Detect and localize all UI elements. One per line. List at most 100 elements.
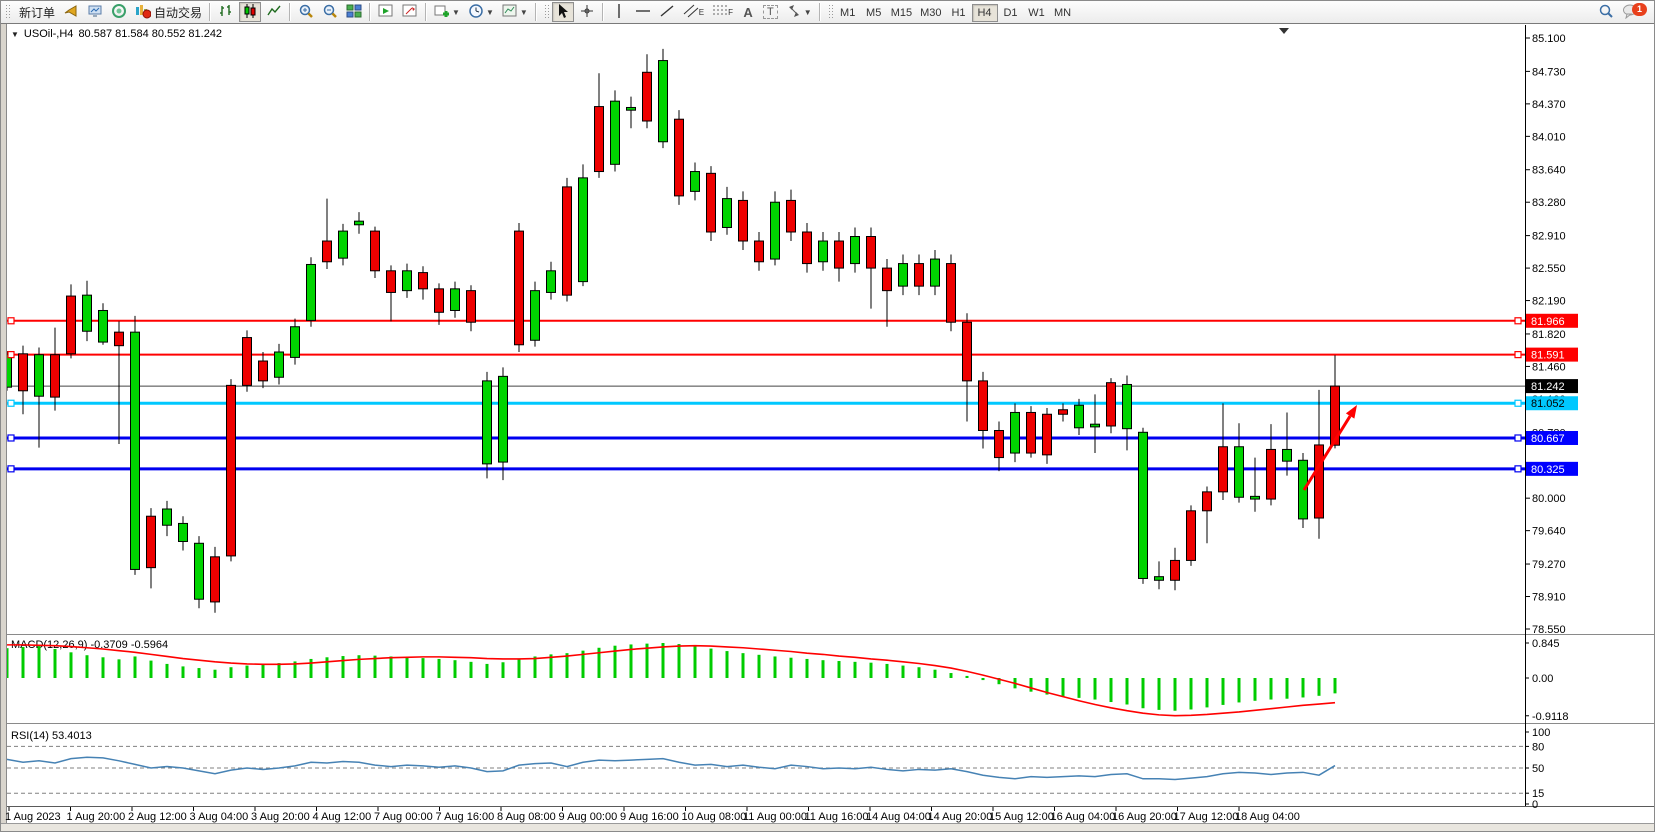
left-window-edge — [1, 24, 6, 823]
x-axis-label: 18 Aug 04:00 — [1235, 811, 1300, 823]
candle-body — [530, 290, 540, 341]
horizontal-line-tool-button[interactable] — [632, 2, 654, 22]
template-button[interactable]: ▼ — [499, 2, 531, 22]
notifications-button[interactable]: 1 — [1619, 2, 1647, 22]
rsi-axis-label: 80 — [1532, 741, 1544, 753]
trendline-tool-button[interactable] — [656, 2, 678, 22]
trendline-icon — [659, 3, 675, 22]
chart-shift-marker[interactable] — [1279, 28, 1289, 34]
navigator-button[interactable] — [108, 2, 130, 22]
line-handle-marker[interactable] — [1514, 434, 1522, 442]
candle-body — [66, 295, 76, 355]
bar-chart-mode-button[interactable] — [215, 2, 237, 22]
cursor-tool-button[interactable] — [551, 2, 574, 22]
add-indicator-button[interactable]: ▼ — [431, 2, 463, 22]
candle-body — [210, 556, 220, 603]
auto-trading-button[interactable]: 自动交易 — [132, 2, 205, 22]
timeframe-M1[interactable]: M1 — [835, 4, 861, 22]
ohlc-high: 81.584 — [115, 28, 149, 40]
line-chart-icon — [266, 3, 282, 22]
fibonacci-tool-button[interactable]: F — [709, 2, 736, 22]
candlestick-mode-button[interactable] — [239, 2, 262, 22]
line-handle-marker[interactable] — [7, 434, 15, 442]
timeframe-H1[interactable]: H1 — [946, 4, 972, 22]
y-axis-label: 80.000 — [1532, 493, 1566, 505]
x-axis-label: 9 Aug 16:00 — [620, 811, 679, 823]
toolbar-drag-handle[interactable] — [5, 4, 10, 20]
candle-body — [418, 272, 428, 290]
candle-body — [1218, 446, 1228, 493]
trend-arrow[interactable] — [1302, 415, 1352, 491]
crosshair-tool-button[interactable] — [576, 2, 598, 22]
one-click-trading-arrow-icon[interactable]: ▼ — [11, 29, 19, 39]
candle-body — [1202, 491, 1212, 512]
candle-body — [338, 230, 348, 259]
toolbar-drag-handle[interactable] — [543, 4, 549, 20]
candle-body — [722, 198, 732, 228]
line-handle-marker[interactable] — [1514, 399, 1522, 407]
line-handle-marker[interactable] — [1514, 351, 1522, 359]
chart-title: ▼ USOil-,H4 80.587 81.584 80.552 81.242 — [11, 28, 222, 40]
timeframe-M5[interactable]: M5 — [861, 4, 887, 22]
price-badge — [1526, 379, 1578, 394]
line-handle-marker[interactable] — [7, 317, 15, 325]
rsi-header: RSI(14) 53.4013 — [11, 730, 92, 742]
trend-arrow-head — [1345, 405, 1357, 419]
text-label-tool-button[interactable]: T — [760, 2, 781, 22]
timeframe-D1[interactable]: D1 — [998, 4, 1024, 22]
y-axis-label: 84.730 — [1532, 66, 1566, 78]
profile-window-button[interactable] — [399, 2, 421, 22]
line-chart-mode-button[interactable] — [263, 2, 285, 22]
price-badge-label: 81.242 — [1531, 381, 1565, 393]
new-order-label: 新订单 — [19, 5, 56, 20]
candle-body — [994, 429, 1004, 459]
price-badge-label: 81.052 — [1531, 398, 1565, 410]
timeframe-M15[interactable]: M15 — [887, 4, 916, 22]
x-axis-label: 1 Aug 20:00 — [67, 811, 126, 823]
candle-body — [450, 288, 460, 311]
candle-body — [610, 100, 620, 165]
candle-body — [370, 230, 380, 272]
candle-body — [1138, 431, 1148, 579]
candle-body — [866, 236, 876, 269]
channel-tool-button[interactable]: E — [680, 2, 707, 22]
y-axis-label: 84.370 — [1532, 99, 1566, 111]
line-handle-marker[interactable] — [1514, 317, 1522, 325]
text-tool-button[interactable]: A — [738, 2, 758, 22]
new-order-button[interactable]: 新订单 — [13, 2, 58, 22]
zoom-in-button[interactable] — [295, 2, 317, 22]
new-chart-window-button[interactable] — [375, 2, 397, 22]
line-handle-marker[interactable] — [7, 465, 15, 473]
y-axis-label: 78.910 — [1532, 592, 1566, 604]
tile-windows-button[interactable] — [343, 2, 365, 22]
candle-body — [642, 71, 652, 122]
timeframe-MN[interactable]: MN — [1050, 4, 1076, 22]
zoom-out-icon — [322, 3, 338, 22]
toolbar-drag-handle[interactable] — [827, 4, 833, 20]
alert-horn-button[interactable] — [60, 2, 82, 22]
candle-body — [1042, 413, 1052, 456]
arrows-tool-button[interactable]: ▼ — [783, 2, 815, 22]
candle-body — [802, 231, 812, 265]
candle-body — [1026, 411, 1036, 454]
timeframe-W1[interactable]: W1 — [1024, 4, 1050, 22]
line-handle-marker[interactable] — [7, 351, 15, 359]
candle-body — [946, 263, 956, 323]
line-handle-marker[interactable] — [7, 399, 15, 407]
zoom-out-button[interactable] — [319, 2, 341, 22]
y-axis-label: 79.640 — [1532, 526, 1566, 538]
line-handle-marker[interactable] — [1514, 465, 1522, 473]
fibonacci-icon — [712, 3, 728, 22]
timeframe-H4[interactable]: H4 — [971, 3, 998, 22]
price-badge — [1526, 347, 1578, 362]
x-axis-label: 9 Aug 00:00 — [559, 811, 618, 823]
x-axis-label: 4 Aug 12:00 — [313, 811, 372, 823]
period-button[interactable]: ▼ — [465, 2, 497, 22]
timeframe-M30[interactable]: M30 — [916, 4, 945, 22]
vertical-line-tool-button[interactable] — [608, 2, 630, 22]
toolbar-separator — [818, 3, 821, 21]
market-watch-button[interactable] — [84, 2, 106, 22]
search-button[interactable] — [1595, 2, 1617, 22]
candle-body — [930, 258, 940, 287]
